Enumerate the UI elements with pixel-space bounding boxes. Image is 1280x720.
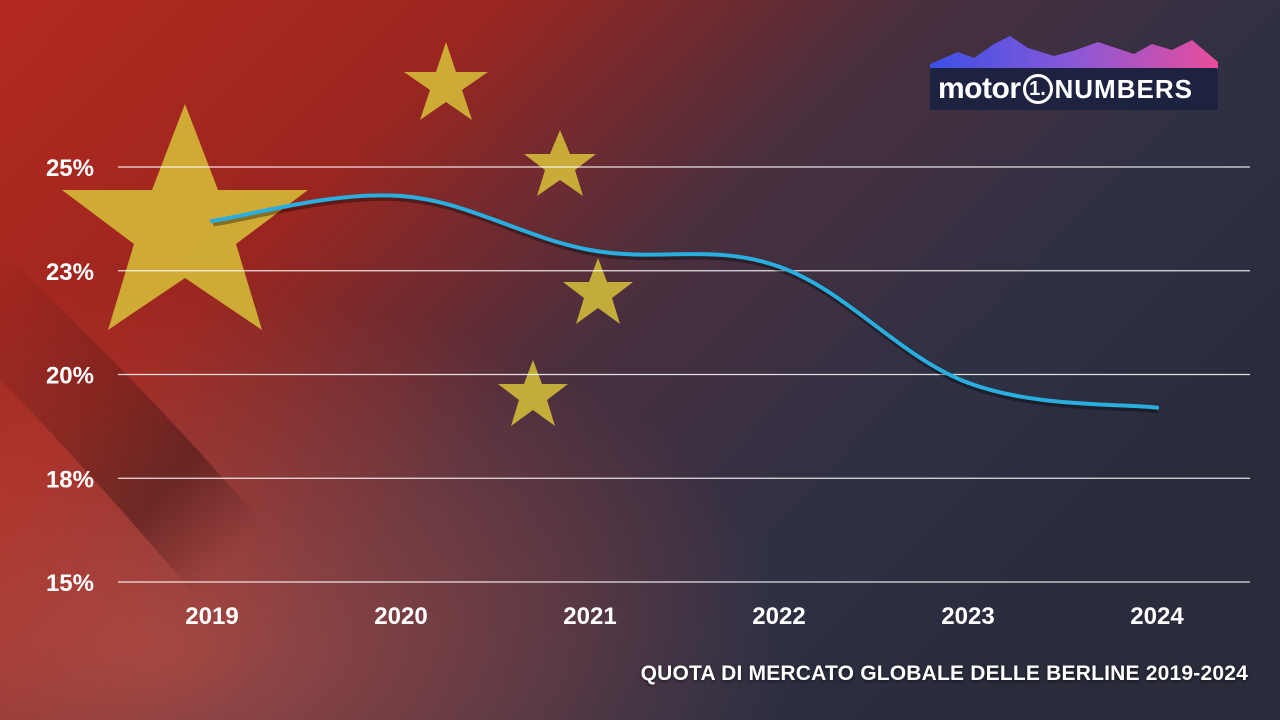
data-point: [1155, 405, 1159, 410]
y-tick-label: 18%: [46, 466, 94, 493]
logo-panel: [930, 68, 1218, 110]
x-category-label: 2021: [563, 603, 616, 630]
logo-brand-name: motor: [938, 72, 1021, 105]
y-tick-label: 23%: [46, 259, 94, 286]
logo-product-name: NUMBERS: [1054, 74, 1193, 104]
series-line-shadow: [212, 193, 1159, 414]
x-axis-category-labels: 2019 2020 2021 2022 2023 2024: [185, 603, 1184, 630]
mountain-skyline-icon: [930, 36, 1218, 74]
data-point: [588, 248, 592, 252]
y-axis-tick-labels: 25% 23% 20% 18% 15%: [46, 155, 94, 597]
y-tick-label: 20%: [46, 363, 94, 390]
x-category-label: 2019: [185, 603, 238, 630]
logo-mark: 1.: [1022, 74, 1053, 104]
x-category-label: 2022: [752, 603, 805, 630]
data-point: [399, 194, 403, 199]
y-tick-label: 15%: [46, 570, 94, 597]
data-point: [966, 380, 970, 385]
data-point: [777, 264, 781, 269]
series-layer: [210, 193, 1159, 414]
y-tick-label: 25%: [46, 155, 94, 182]
motor1-numbers-logo: motor 1. NUMBERS: [930, 34, 1218, 110]
logo-wordmark: motor 1. NUMBERS: [938, 72, 1193, 106]
x-category-label: 2024: [1130, 603, 1184, 630]
gridlines: [118, 166, 1250, 583]
x-category-label: 2020: [374, 603, 427, 630]
x-category-label: 2023: [941, 603, 994, 630]
series-line: [210, 193, 1159, 410]
data-point: [210, 218, 214, 223]
chart-title: QUOTA DI MERCATO GLOBALE DELLE BERLINE 2…: [640, 662, 1248, 685]
